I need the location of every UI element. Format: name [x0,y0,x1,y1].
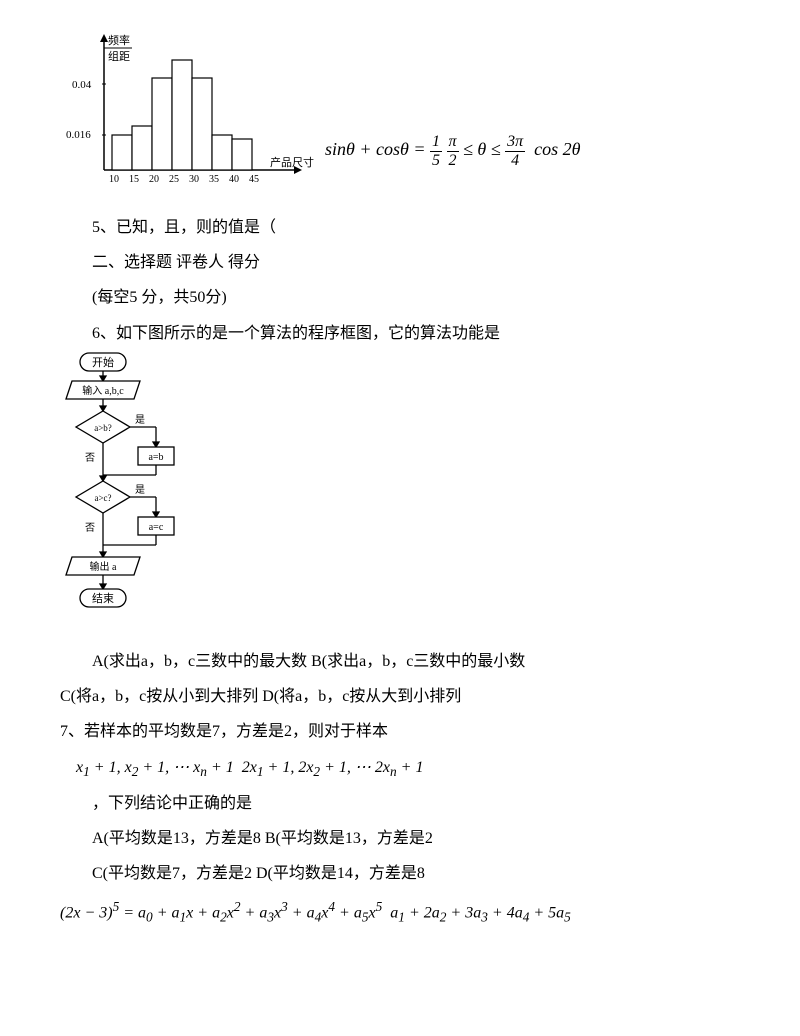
ytick-1: 0.016 [66,129,91,141]
flow-output: 输出 a [90,560,117,573]
svg-text:否: 否 [85,522,95,534]
flow-cond1: a>b? [94,423,112,433]
q6-options-2: C(将a，b，c按从小到大排列 D(将a，b，c按从大到小排列 [60,679,740,714]
histogram-chart: 频率 组距 0.04 0.016 [60,30,320,200]
flow-end: 结束 [92,592,114,605]
flowchart: 开始 输入 a,b,c a>b? 是 a=b 否 [60,351,200,631]
question-5: 5、已知，且，则的值是（ [60,210,740,245]
formula-q5: sinθ + cosθ = 15 π2 ≤ θ ≤ 3π4 cos 2θ [325,130,581,200]
ytick-0: 0.04 [72,79,92,91]
q7-opt-ab: A(平均数是13，方差是8 B(平均数是13，方差是2 [60,821,740,856]
flow-assign2: a=c [149,522,164,533]
svg-text:15: 15 [129,174,139,185]
section-2-header: 二、选择题 评卷人 得分 [60,245,740,280]
question-7-line1: 7、若样本的平均数是7，方差是2，则对于样本 [60,714,740,749]
svg-text:10: 10 [109,174,119,185]
svg-text:是: 是 [135,484,145,496]
svg-text:30: 30 [189,174,199,185]
flow-cond2: a>c? [94,493,111,503]
svg-text:否: 否 [85,452,95,464]
document-page: 频率 组距 0.04 0.016 [0,0,800,961]
xlabel: 产品尺寸 [270,155,314,169]
svg-text:35: 35 [209,174,219,185]
flow-start: 开始 [92,355,114,369]
ylabel-top: 频率 [108,33,130,47]
flow-assign1: a=b [148,452,163,463]
question-7-line2: ，下列结论中正确的是 [60,786,740,821]
svg-text:25: 25 [169,174,179,185]
histogram-row: 频率 组距 0.04 0.016 [60,30,740,200]
q7-opt-cd: C(平均数是7，方差是2 D(平均数是14，方差是8 [60,856,740,891]
ylabel-bottom: 组距 [108,49,130,63]
svg-text:45: 45 [249,174,259,185]
question-6: 6、如下图所示的是一个算法的程序框图，它的算法功能是 [60,316,740,351]
q8-math: (2x − 3)5 = a0 + a1x + a2x2 + a3x3 + a4x… [60,892,740,932]
q7-math: x1 + 1, x2 + 1, ⋯ xn + 1 2x1 + 1, 2x2 + … [76,750,740,787]
svg-text:40: 40 [229,174,239,185]
flow-input: 输入 a,b,c [82,384,124,397]
svg-text:是: 是 [135,414,145,426]
q6-options-1: A(求出a，b，c三数中的最大数 B(求出a，b，c三数中的最小数 [60,644,740,679]
section-2-note: (每空5 分，共50分) [60,280,740,315]
svg-text:20: 20 [149,174,159,185]
